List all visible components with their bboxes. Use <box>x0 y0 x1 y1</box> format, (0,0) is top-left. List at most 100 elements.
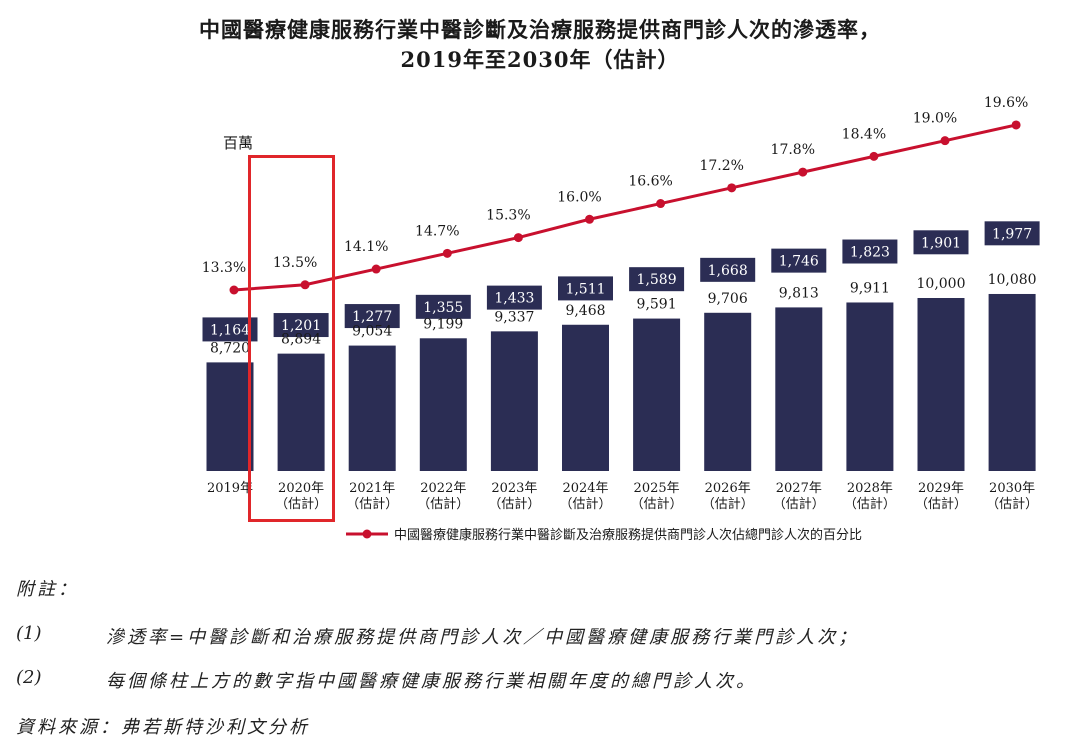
bar-total-6 <box>633 318 681 471</box>
notes-heading: 附註： <box>16 579 79 600</box>
penetration-label-7: 17.2% <box>699 158 743 174</box>
penetration-point-9 <box>869 151 879 161</box>
bar-total-4 <box>490 331 538 471</box>
x-tick-note-5: （估計） <box>559 496 611 512</box>
bar-tcm-band-4 <box>486 285 542 310</box>
x-tick-note-1: （估計） <box>275 496 327 512</box>
penetration-label-10: 19.0% <box>913 111 957 127</box>
tcm-value-label-3: 1,355 <box>423 300 463 316</box>
bar-total-0 <box>206 362 254 471</box>
bar-total-10 <box>917 298 965 471</box>
tcm-value-label-4: 1,433 <box>494 291 534 307</box>
penetration-line <box>233 123 1017 292</box>
x-tick-year-10: 2029年 <box>918 481 964 496</box>
highlight-box-2020 <box>248 155 335 522</box>
chart-canvas: 百萬1,1648,7202019年1,2018,8942020年（估計）1,27… <box>202 95 1040 543</box>
x-tick-year-3: 2022年 <box>420 481 466 496</box>
bar-total-5 <box>562 324 609 471</box>
unit-label: 百萬 <box>223 134 253 152</box>
tcm-value-label-7: 1,668 <box>708 263 748 279</box>
chart-subtitle: 2019年至2030年（估計） <box>400 47 680 72</box>
bar-total-3 <box>419 338 467 471</box>
bar-tcm-band-5 <box>558 276 613 301</box>
penetration-point-1 <box>300 280 310 290</box>
penetration-point-6 <box>656 199 666 209</box>
x-tick-note-3: （估計） <box>417 496 469 512</box>
bar-tcm-band-6 <box>629 267 685 292</box>
bar-tcm-band-11 <box>984 221 1040 246</box>
bar-tcm-band-8 <box>771 248 827 273</box>
bar-total-8 <box>775 307 823 471</box>
x-tick-year-5: 2024年 <box>562 481 608 496</box>
penetration-point-10 <box>940 136 950 146</box>
bar-tcm-band-3 <box>415 294 471 319</box>
penetration-point-2 <box>371 264 381 274</box>
total-value-label-5: 9,468 <box>565 303 605 319</box>
tcm-value-label-2: 1,277 <box>352 309 392 325</box>
tcm-value-label-10: 1,901 <box>921 235 961 251</box>
x-tick-note-4: （估計） <box>488 496 540 512</box>
x-tick-year-9: 2028年 <box>847 481 893 496</box>
bar-total-11 <box>988 293 1036 471</box>
penetration-point-3 <box>442 248 452 258</box>
note-1-text: 滲透率=中醫診斷和治療服務提供商門診人次／中國醫療健康服務行業門診人次； <box>106 627 860 648</box>
bar-total-9 <box>846 302 894 471</box>
note-2-text: 每個條柱上方的數字指中國醫療健康服務行業相關年度的總門診人次。 <box>106 671 757 692</box>
x-tick-year-7: 2026年 <box>705 481 751 496</box>
penetration-point-7 <box>727 183 737 193</box>
bar-total-2 <box>348 345 396 471</box>
x-tick-year-11: 2030年 <box>989 481 1035 496</box>
chart-title: 中國醫療健康服務行業中醫診斷及治療服務提供商門診人次的滲透率， <box>199 17 881 42</box>
bar-tcm-band-10 <box>913 230 969 255</box>
penetration-point-0 <box>229 285 239 295</box>
total-value-label-0: 8,720 <box>210 340 250 356</box>
x-tick-year-0: 2019年 <box>207 481 253 496</box>
total-value-label-11: 10,080 <box>988 272 1037 288</box>
penetration-label-6: 16.6% <box>628 174 672 190</box>
bar-total-7 <box>704 312 752 471</box>
x-tick-note-8: （估計） <box>773 496 825 512</box>
x-tick-year-2: 2021年 <box>349 481 395 496</box>
legend-label: 中國醫療健康服務行業中醫診斷及治療服務提供商門診人次佔總門診人次的百分比 <box>394 527 862 543</box>
source-note: 資料來源：弗若斯特沙利文分析 <box>16 717 310 738</box>
penetration-label-11: 19.6% <box>984 95 1028 111</box>
note-2-number: (2) <box>16 667 42 688</box>
x-tick-note-2: （估計） <box>346 496 398 512</box>
total-value-label-6: 9,591 <box>637 297 677 313</box>
x-tick-year-1: 2020年 <box>278 481 324 496</box>
penetration-label-8: 17.8% <box>771 142 815 158</box>
penetration-label-2: 14.1% <box>344 239 388 255</box>
x-tick-note-10: （估計） <box>915 496 967 512</box>
total-value-label-9: 9,911 <box>850 280 890 296</box>
total-value-label-3: 9,199 <box>423 316 463 332</box>
penetration-label-5: 16.0% <box>557 189 601 205</box>
tcm-value-label-11: 1,977 <box>992 226 1032 242</box>
bar-total-1 <box>277 353 325 471</box>
total-value-label-8: 9,813 <box>779 285 819 301</box>
bar-tcm-band-1 <box>273 313 329 338</box>
tcm-value-label-5: 1,511 <box>565 281 605 297</box>
note-1-number: (1) <box>16 623 42 644</box>
penetration-label-3: 14.7% <box>415 223 459 239</box>
x-tick-year-4: 2023年 <box>491 481 537 496</box>
x-tick-note-6: （估計） <box>631 496 683 512</box>
penetration-label-4: 15.3% <box>486 208 530 224</box>
penetration-label-0: 13.3% <box>202 260 246 276</box>
x-tick-note-11: （估計） <box>986 496 1038 512</box>
total-value-label-2: 9,054 <box>352 324 392 340</box>
bar-tcm-band-2 <box>344 304 400 329</box>
tcm-value-label-8: 1,746 <box>779 254 819 270</box>
penetration-point-5 <box>585 214 594 224</box>
total-value-label-4: 9,337 <box>494 309 534 325</box>
penetration-label-1: 13.5% <box>273 255 317 271</box>
legend-marker <box>362 529 372 539</box>
tcm-value-label-1: 1,201 <box>281 318 321 334</box>
x-tick-note-7: （估計） <box>702 496 754 512</box>
tcm-value-label-0: 1,164 <box>210 322 250 338</box>
x-tick-year-6: 2025年 <box>634 481 680 496</box>
penetration-point-11 <box>1011 120 1021 130</box>
tcm-value-label-6: 1,589 <box>637 272 677 288</box>
x-tick-year-8: 2027年 <box>776 481 822 496</box>
total-value-label-10: 10,000 <box>917 276 966 292</box>
penetration-label-9: 18.4% <box>842 126 886 142</box>
